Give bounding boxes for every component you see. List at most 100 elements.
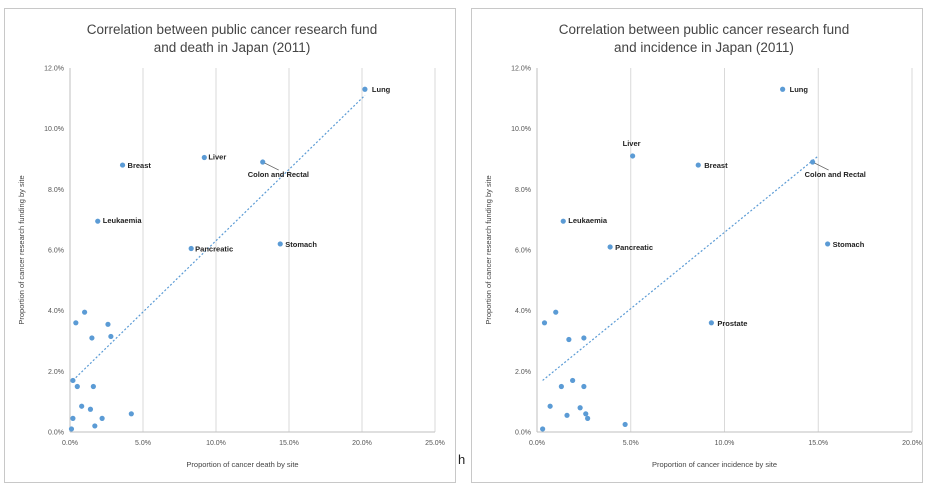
data-point-label: Lung <box>372 85 391 94</box>
x-tick-label: 20.0% <box>352 440 372 447</box>
data-point <box>201 154 207 161</box>
y-tick-label: 12.0% <box>44 66 64 73</box>
data-point-label: Prostate <box>717 319 747 328</box>
y-tick-label: 4.0% <box>515 308 531 315</box>
data-point <box>564 412 570 418</box>
data-point-label: Colon and Rectal <box>248 170 309 179</box>
chart-title-line: and death in Japan (2011) <box>154 40 311 55</box>
x-tick-label: 25.0% <box>425 440 445 447</box>
y-tick-label: 0.0% <box>48 430 64 437</box>
data-point <box>581 335 587 341</box>
label-leader-line <box>264 162 279 171</box>
data-point <box>553 309 559 315</box>
data-point-label: Pancreatic <box>195 244 233 253</box>
data-point <box>188 245 194 252</box>
x-tick-label: 15.0% <box>279 440 299 447</box>
data-point <box>607 244 613 250</box>
data-point <box>566 336 572 343</box>
y-tick-label: 8.0% <box>48 187 64 194</box>
data-point-label: Leukaemia <box>103 216 143 225</box>
chart-title-line: Correlation between public cancer resear… <box>559 22 849 37</box>
chart-panel-incidence: Correlation between public cancer resear… <box>467 0 929 483</box>
data-point <box>70 377 76 384</box>
data-point-label: Breast <box>128 161 152 170</box>
data-point <box>581 383 587 390</box>
data-point-label: Breast <box>704 161 728 170</box>
data-point <box>128 411 134 417</box>
data-point <box>622 421 628 428</box>
x-tick-label: 5.0% <box>623 440 639 447</box>
y-tick-label: 2.0% <box>48 369 64 376</box>
scatter-chart-death: Correlation between public cancer resear… <box>17 22 445 469</box>
data-point <box>73 320 79 326</box>
data-point <box>583 411 589 417</box>
label-leader-line <box>814 162 829 171</box>
data-point <box>558 383 564 390</box>
data-point <box>630 153 636 159</box>
y-tick-label: 8.0% <box>515 187 531 194</box>
chart-title-line: and incidence in Japan (2011) <box>614 40 794 55</box>
data-point <box>810 159 816 165</box>
x-tick-label: 20.0% <box>902 440 922 447</box>
data-point <box>105 321 111 327</box>
data-point <box>570 377 576 384</box>
data-point <box>70 415 76 421</box>
data-point-label: Leukaemia <box>568 216 608 225</box>
x-tick-label: 0.0% <box>62 440 78 447</box>
data-point <box>825 241 831 247</box>
x-tick-label: 10.0% <box>206 440 226 447</box>
y-tick-label: 12.0% <box>511 66 531 73</box>
y-axis-label: Proportion of cancer research funding by… <box>484 175 493 324</box>
data-point-label: Stomach <box>833 240 865 249</box>
data-point <box>87 406 94 412</box>
y-tick-label: 10.0% <box>44 126 64 133</box>
data-point <box>99 415 105 421</box>
data-point <box>540 426 546 432</box>
data-point <box>82 309 88 315</box>
data-point <box>260 159 266 165</box>
data-point <box>362 86 368 92</box>
x-tick-label: 5.0% <box>135 440 151 447</box>
data-point <box>708 320 714 326</box>
data-point <box>89 335 95 341</box>
data-point-label: Lung <box>790 85 809 94</box>
chart-title-line: Correlation between public cancer resear… <box>87 22 377 37</box>
y-axis-label: Proportion of cancer research funding by… <box>17 175 26 324</box>
trendline <box>72 94 366 381</box>
data-point <box>560 218 566 224</box>
data-point-label: Liver <box>623 139 641 148</box>
x-axis-label: Proportion of cancer death by site <box>186 460 298 469</box>
stray-text: h <box>458 452 466 467</box>
chart-panel-death: Correlation between public cancer resear… <box>0 0 462 483</box>
x-tick-label: 15.0% <box>808 440 828 447</box>
data-point <box>79 403 85 409</box>
y-tick-label: 6.0% <box>515 248 531 255</box>
data-point <box>277 241 283 247</box>
data-point <box>577 405 583 411</box>
data-point-label: Liver <box>208 152 226 161</box>
y-tick-label: 2.0% <box>515 369 531 376</box>
y-tick-label: 4.0% <box>48 308 64 315</box>
data-point <box>780 86 786 92</box>
scatter-chart-incidence: Correlation between public cancer resear… <box>484 22 922 469</box>
data-point <box>90 383 96 390</box>
data-point <box>695 162 701 168</box>
y-tick-label: 0.0% <box>515 430 531 437</box>
y-tick-label: 10.0% <box>511 126 531 133</box>
data-point <box>74 383 80 390</box>
y-tick-label: 6.0% <box>48 248 64 255</box>
data-point-label: Pancreatic <box>615 243 653 252</box>
data-point <box>547 403 553 409</box>
data-point <box>92 423 98 429</box>
data-point <box>95 218 101 224</box>
data-point-label: Stomach <box>285 240 317 249</box>
x-tick-label: 10.0% <box>715 440 735 447</box>
data-point <box>119 162 126 168</box>
x-axis-label: Proportion of cancer incidence by site <box>652 460 777 469</box>
data-point-label: Colon and Rectal <box>805 170 866 179</box>
data-point <box>108 333 114 340</box>
trendline <box>542 155 819 381</box>
x-tick-label: 0.0% <box>529 440 545 447</box>
data-point <box>585 415 591 421</box>
data-point <box>541 320 548 326</box>
